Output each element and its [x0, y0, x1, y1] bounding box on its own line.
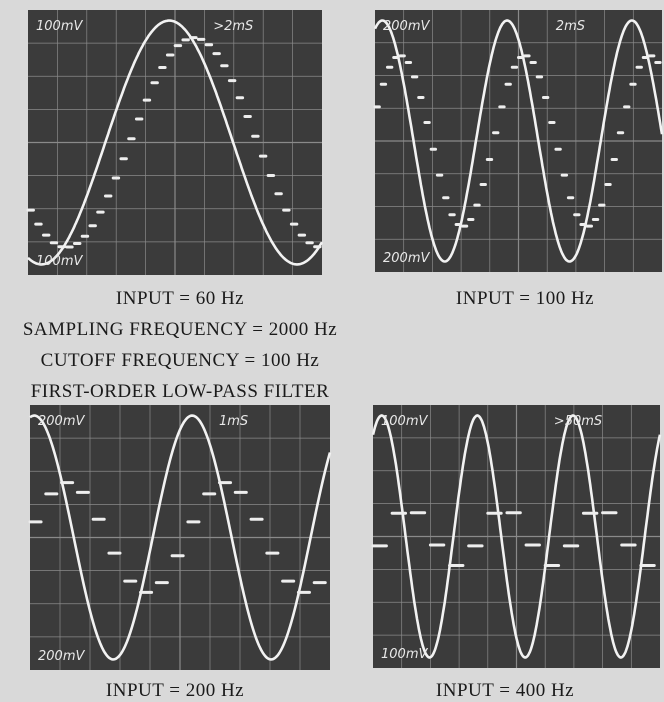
time-label: >50mS	[554, 414, 602, 429]
volts-label: 200mV	[38, 649, 85, 664]
time-label: >2mS	[213, 19, 253, 34]
volts-label: 100mV	[36, 254, 83, 269]
note: CUTOFF FREQUENCY = 100 Hz	[41, 350, 320, 371]
input-trace	[27, 19, 324, 266]
volts-label: 100mV	[381, 647, 428, 662]
input-trace	[373, 19, 664, 263]
volts-label: 200mV	[38, 414, 85, 429]
caption: INPUT = 60 Hz	[116, 288, 244, 309]
time-label: 2mS	[556, 19, 585, 34]
volts-label: 100mV	[36, 19, 83, 34]
caption: INPUT = 200 Hz	[106, 680, 244, 701]
input-trace	[29, 414, 332, 661]
volts-label: 200mV	[383, 251, 430, 266]
time-label: 1mS	[219, 414, 248, 429]
volts-label: 100mV	[381, 414, 428, 429]
note: SAMPLING FREQUENCY = 2000 Hz	[23, 319, 337, 340]
volts-label: 200mV	[383, 19, 430, 34]
note: FIRST-ORDER LOW-PASS FILTER	[31, 381, 330, 402]
input-trace	[371, 414, 662, 659]
caption: INPUT = 100 Hz	[456, 288, 594, 309]
caption: INPUT = 400 Hz	[436, 680, 574, 701]
